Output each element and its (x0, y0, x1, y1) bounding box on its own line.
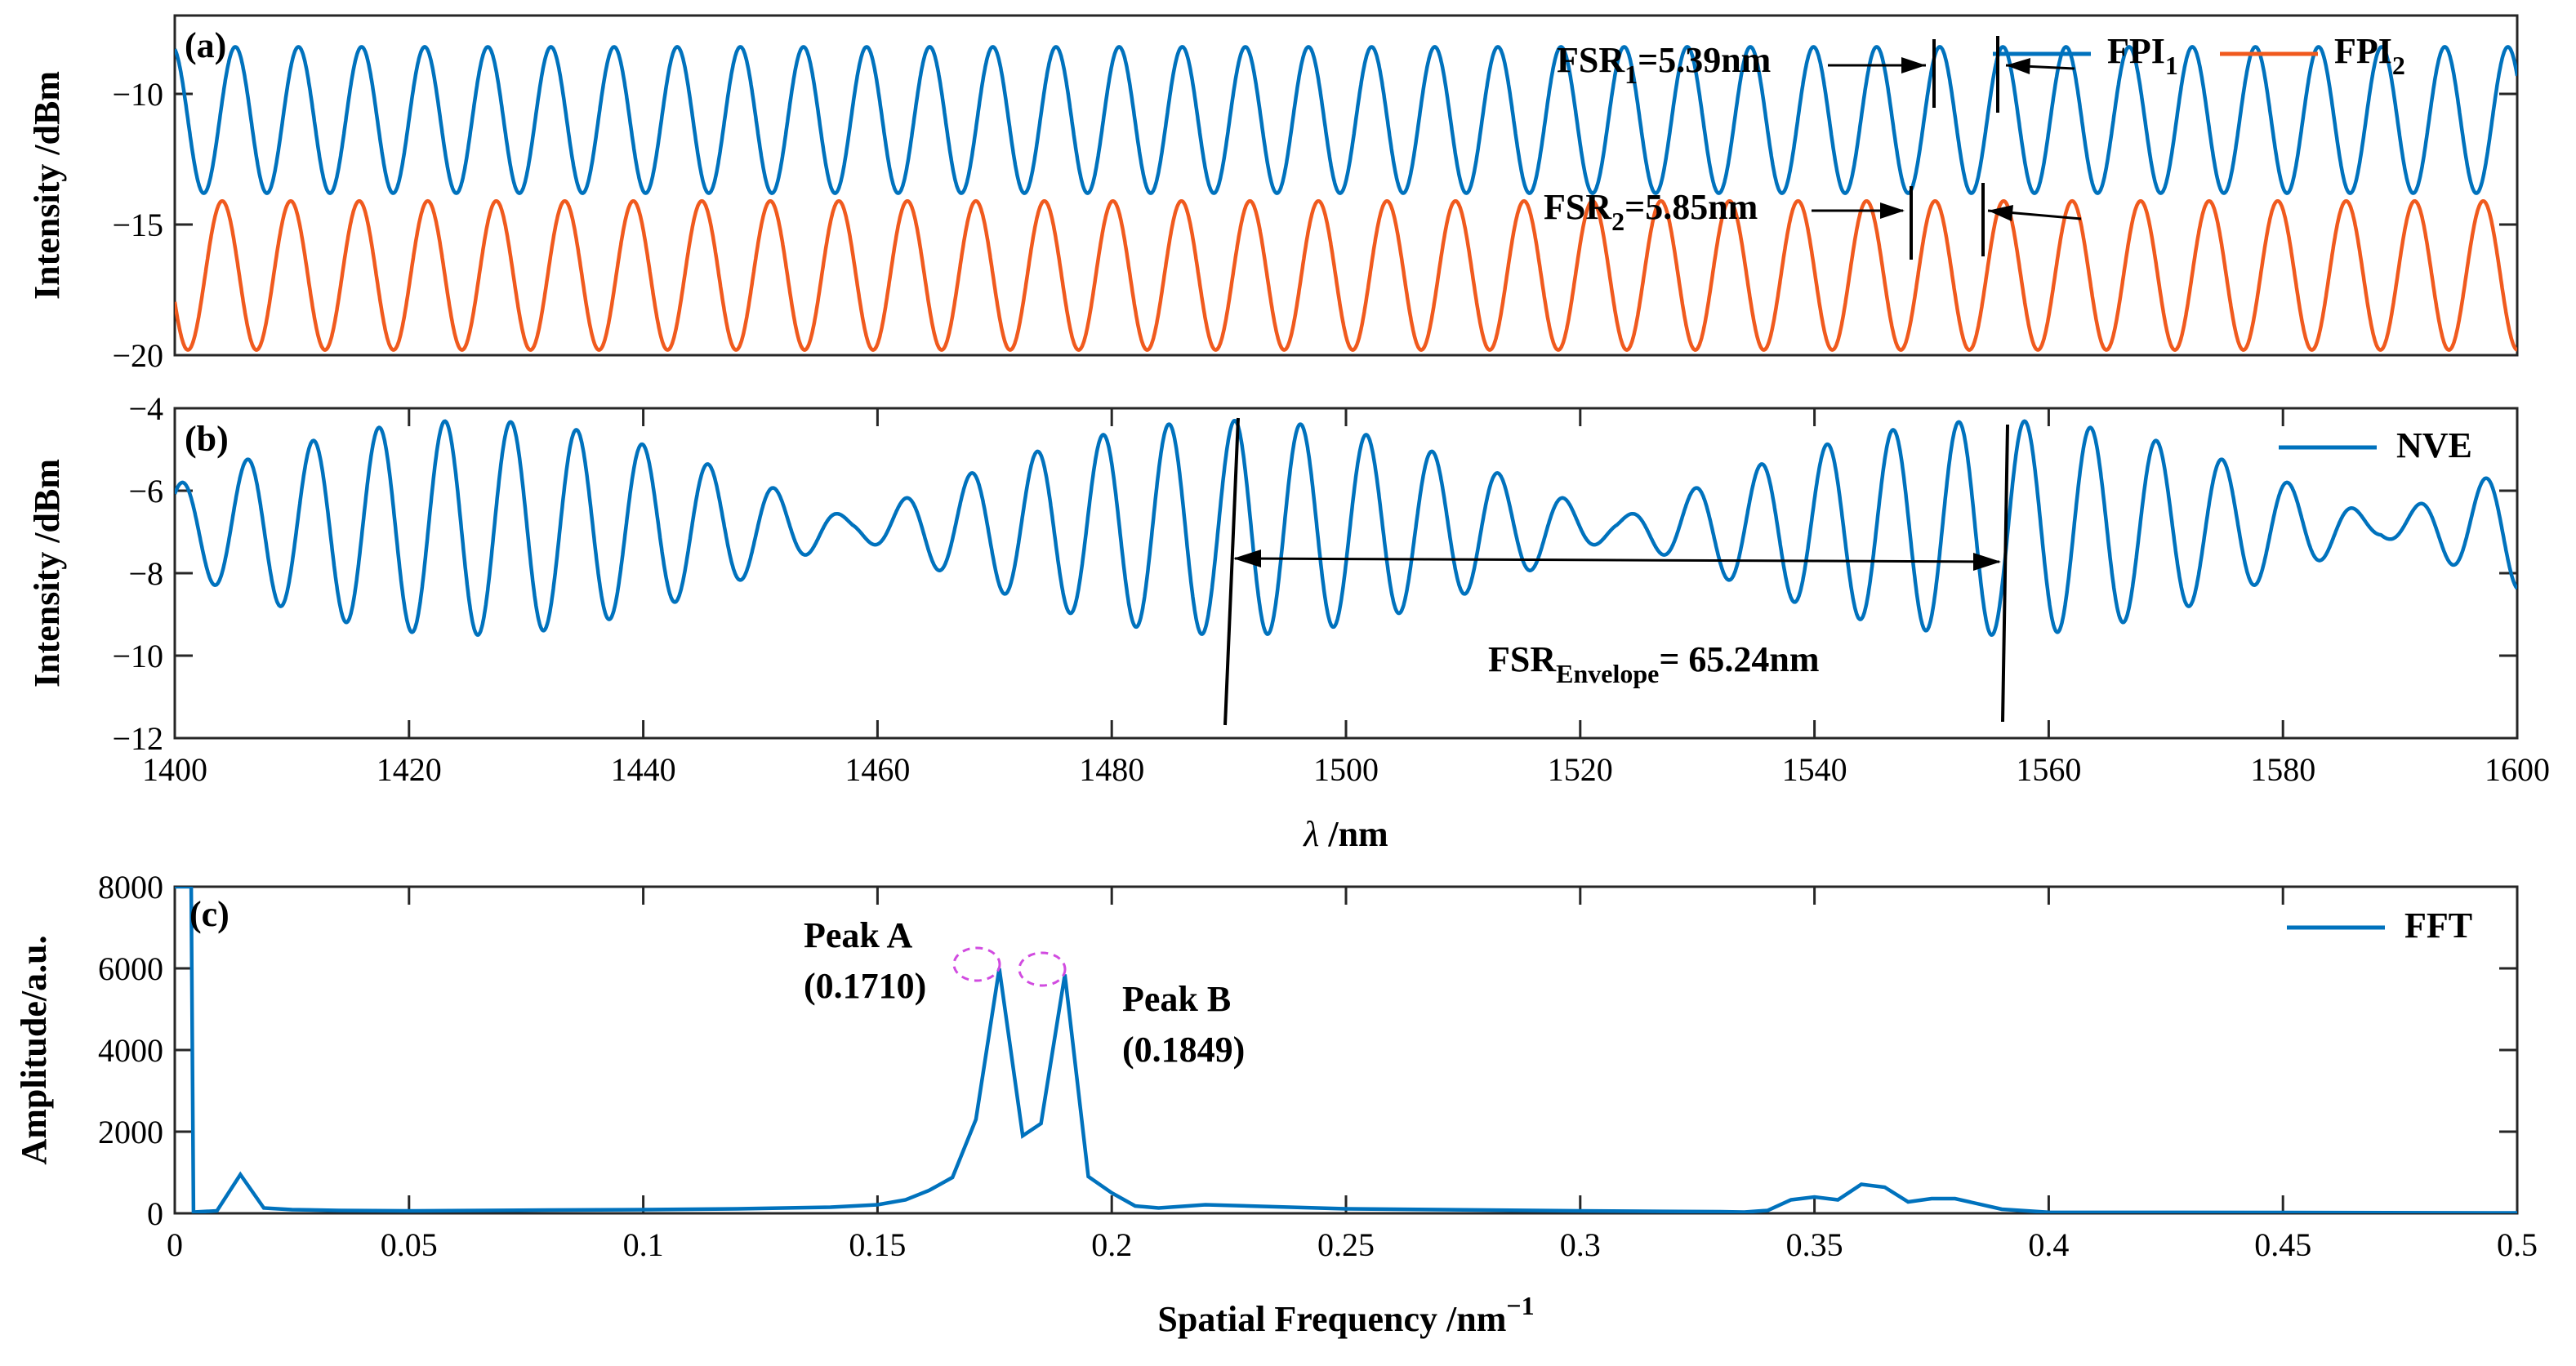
x-tick-label: 1400 (142, 751, 207, 788)
fsr2-arrowhead-left (1880, 202, 1905, 219)
x-tick-label: 1440 (611, 751, 676, 788)
legend-label-nve: NVE (2396, 425, 2472, 465)
fsr1-arrowhead-right (2006, 58, 2030, 74)
envelope-double-arrow (1234, 557, 2000, 563)
panel-c-legend: FFT (2287, 905, 2472, 946)
y-tick-label: 0 (147, 1195, 163, 1232)
legend-label-fpi1: FPI1 (2107, 31, 2178, 80)
annotation-fsr1-text: FSR1=5.39nm (1557, 40, 1771, 89)
annotation-peak-a: Peak A (0.1710) (804, 915, 1001, 1006)
panel-c-line-fft (175, 887, 2517, 1213)
x-tick-label: 0.3 (1560, 1226, 1601, 1263)
fsr2-arrowhead-right (1988, 205, 2013, 221)
x-tick-label: 1560 (2016, 751, 2081, 788)
x-tick-label: 1520 (1548, 751, 1613, 788)
y-tick-label: 8000 (98, 869, 163, 905)
x-tick-label: 0.05 (381, 1226, 438, 1263)
envelope-marker-left (1223, 417, 1240, 726)
envelope-arrowhead-right (1973, 553, 2001, 571)
y-tick-label: 6000 (98, 950, 163, 987)
peak-a-highlight (952, 946, 1001, 982)
panel-b-label: (b) (185, 419, 229, 459)
panel-c-y-axis: 0 2000 4000 6000 8000 (98, 869, 2517, 1232)
y-tick-label: 2000 (98, 1114, 163, 1150)
panel-a-label: (a) (185, 25, 226, 65)
panel-b-legend: NVE (2279, 425, 2472, 465)
panel-b: −4 −6 −8 −10 −12 1400 1420 1440 1460 1480 1500 152… (27, 390, 2550, 854)
y-tick-label: −4 (128, 390, 163, 427)
annotation-fsr2: FSR2=5.85nm (1544, 183, 2082, 260)
y-tick-label: −15 (112, 207, 163, 243)
y-tick-label: −10 (112, 76, 163, 113)
panel-a-ylabel: Intensity /dBm (27, 71, 67, 300)
peak-b-value: (0.1849) (1122, 1030, 1245, 1070)
x-tick-label: 0.35 (1786, 1226, 1843, 1263)
x-tick-label: 0.15 (849, 1226, 906, 1263)
y-tick-label: −6 (128, 473, 163, 509)
panel-b-ylabel: Intensity /dBm (27, 459, 67, 687)
panel-c-label: (c) (189, 894, 230, 934)
annotation-fsr2-text: FSR2=5.85nm (1544, 187, 1758, 236)
envelope-marker-right (2001, 424, 2009, 723)
y-tick-label: 4000 (98, 1032, 163, 1069)
panel-c-ylabel: Amplitude/a.u. (14, 935, 54, 1164)
x-tick-label: 0.45 (2254, 1226, 2311, 1263)
annotation-envelope-text: FSREnvelope= 65.24nm (1488, 639, 1820, 688)
x-tick-label: 1600 (2485, 751, 2550, 788)
y-tick-label: −20 (112, 337, 163, 374)
x-tick-label: 0.25 (1317, 1226, 1375, 1263)
peak-a-label: Peak A (804, 915, 912, 955)
x-tick-label: 0.2 (1091, 1226, 1132, 1263)
peak-a-value: (0.1710) (804, 966, 926, 1006)
annotation-fsr1: FSR1=5.39nm (1557, 36, 2075, 113)
x-tick-label: 0 (167, 1226, 183, 1263)
fsr1-arrowhead-left (1901, 57, 1926, 73)
peak-b-highlight (1018, 951, 1067, 987)
envelope-arrowhead-left (1233, 550, 1261, 567)
panel-c-x-axis: 0 0.05 0.1 0.15 0.2 0.25 0.3 0.35 0.4 0.45 0.5 (167, 887, 2538, 1263)
panel-b-x-axis: 1400 1420 1440 1460 1480 1500 1520 1540 1560 1580… (142, 408, 2550, 788)
panel-b-line-nve (175, 418, 2517, 638)
panel-c: 0 2000 4000 6000 8000 0 0.05 0.1 0.15 0.2 0.25 0.3… (14, 869, 2538, 1339)
panel-c-plot-area (173, 885, 2519, 1215)
y-tick-label: −8 (128, 555, 163, 592)
x-tick-label: 1460 (845, 751, 910, 788)
panel-a: −10 −15 −20 (a) Intensity /dBm FPI1 FPI2 F… (27, 14, 2519, 374)
x-tick-label: 1580 (2250, 751, 2315, 788)
x-tick-label: 1500 (1313, 751, 1379, 788)
x-tick-label: 0.1 (623, 1226, 664, 1263)
x-tick-label: 0.5 (2497, 1226, 2538, 1263)
annotation-peak-b: Peak B (0.1849) (1018, 951, 1245, 1070)
panel-b-xlabel: λ /nm (1302, 814, 1388, 854)
x-tick-label: 0.4 (2028, 1226, 2069, 1263)
panel-a-line-fpi2 (175, 198, 2517, 352)
legend-label-fpi2: FPI2 (2334, 31, 2405, 80)
x-tick-label: 1540 (1782, 751, 1847, 788)
panel-a-line-fpi1 (175, 45, 2517, 195)
legend-label-fft: FFT (2404, 905, 2472, 946)
panel-a-y-axis: −10 −15 −20 (112, 76, 2517, 374)
y-tick-label: −12 (112, 720, 163, 757)
x-tick-label: 1480 (1079, 751, 1144, 788)
panel-c-xlabel: Spatial Frequency /nm−1 (1157, 1291, 1534, 1339)
peak-b-label: Peak B (1122, 979, 1231, 1019)
y-tick-label: −10 (112, 638, 163, 674)
annotation-fsr-envelope: FSREnvelope= 65.24nm (1223, 417, 2009, 726)
panel-b-y-axis: −4 −6 −8 −10 −12 (112, 390, 2517, 757)
panel-a-legend: FPI1 FPI2 (1993, 31, 2405, 80)
x-tick-label: 1420 (377, 751, 442, 788)
